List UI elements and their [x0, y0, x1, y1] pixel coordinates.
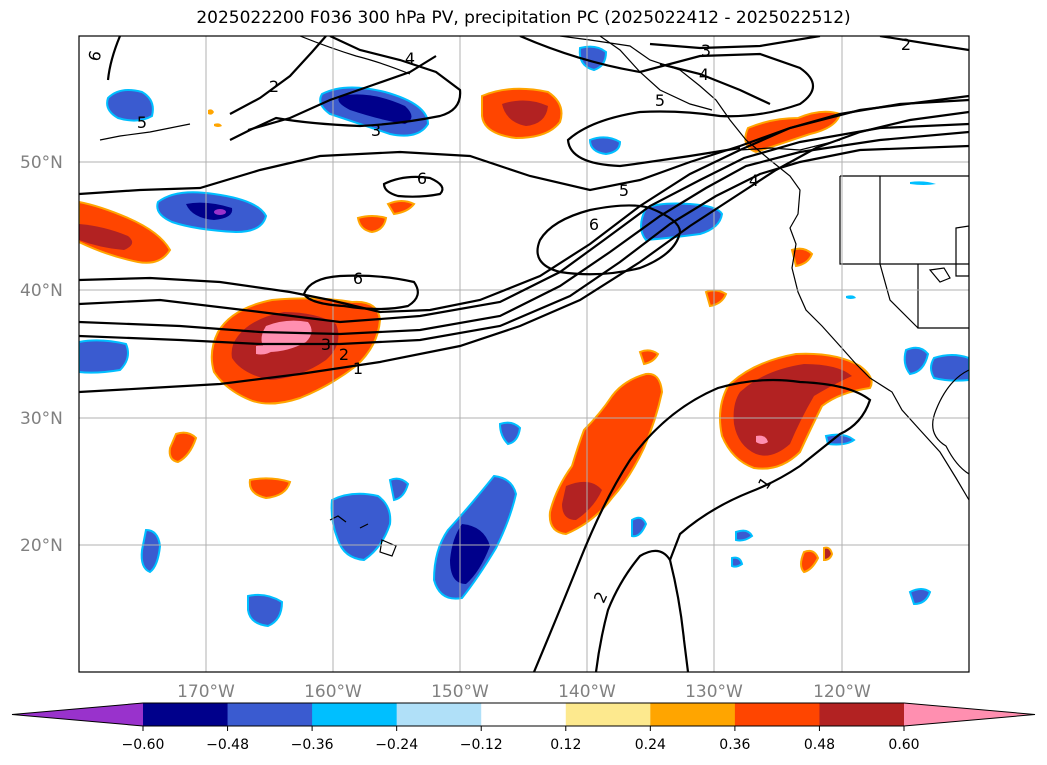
pv-label-4b: 4 [749, 171, 759, 190]
colorbar-segment [227, 703, 313, 726]
colorbar-tick-label: 0.60 [888, 737, 919, 753]
pv-label-3a: 3 [371, 121, 381, 140]
lon-label-120w: 120°W [813, 682, 871, 702]
colorbar-tick-label: −0.12 [460, 737, 503, 753]
pv-contours [79, 36, 969, 672]
colorbar: −0.60 −0.48 −0.36 −0.24 −0.12 0.12 0.24 0.36 0.4… [11, 702, 1036, 753]
colorbar-segment [143, 703, 229, 726]
colorbar-extend-max [904, 703, 1035, 726]
colorbar-tick-label: −0.48 [206, 737, 249, 753]
map-title: 2025022200 F036 300 hPa PV, precipitatio… [196, 8, 851, 28]
colorbar-tick-label: −0.24 [375, 737, 418, 753]
colorbar-tick-label: 0.48 [804, 737, 835, 753]
colorbar-tick-label: −0.60 [122, 737, 165, 753]
lon-label-160w: 160°W [304, 682, 362, 702]
colorbar-segment [734, 703, 820, 726]
pv-label-3b: 3 [701, 41, 711, 60]
colorbar-segment [396, 703, 482, 726]
positive-precip-blobs [79, 87, 873, 574]
pv-label-2a: 2 [269, 77, 279, 96]
lat-label-50n: 50°N [20, 153, 63, 173]
lat-label-30n: 30°N [20, 409, 63, 429]
colorbar-tick-label: 0.36 [719, 737, 750, 753]
pv-label-4a: 4 [405, 49, 415, 68]
lat-label-20n: 20°N [20, 536, 63, 556]
colorbar-segment [650, 703, 736, 726]
colorbar-tick-label: 0.12 [550, 737, 581, 753]
pv-label-5a: 5 [137, 113, 147, 132]
lon-label-150w: 150°W [431, 682, 489, 702]
pv-label-6b: 6 [417, 169, 427, 188]
latitude-labels: 50°N 40°N 30°N 20°N [20, 153, 63, 556]
map-plot-area: 6 3 2 4 5 5 3 6 5 6 6 3 2 1 4 1 2 2 4 [79, 35, 969, 672]
pv-label-6a: 6 [84, 49, 105, 64]
pv-label-5c: 5 [619, 181, 629, 200]
pv-label-2b: 2 [339, 345, 349, 364]
pv-label-6d: 6 [353, 269, 363, 288]
lon-label-170w: 170°W [177, 682, 235, 702]
colorbar-segment [312, 703, 398, 726]
pv-label-2d: 2 [901, 35, 911, 54]
pv-label-1a: 1 [353, 359, 363, 378]
colorbar-tick-label: 0.24 [635, 737, 666, 753]
lat-label-40n: 40°N [20, 281, 63, 301]
coastlines [99, 36, 969, 557]
lon-label-140w: 140°W [558, 682, 616, 702]
colorbar-tick-label: −0.36 [291, 737, 334, 753]
pv-label-3c: 3 [321, 335, 331, 354]
longitude-labels: 170°W 160°W 150°W 140°W 130°W 120°W [177, 682, 871, 702]
colorbar-extend-min [12, 703, 143, 726]
pv-label-4c: 4 [699, 65, 709, 84]
map-frame [78, 35, 970, 673]
pv-label-6c: 6 [589, 215, 599, 234]
pv-label-5b: 5 [655, 91, 665, 110]
colorbar-segment [481, 703, 567, 726]
lon-label-130w: 130°W [685, 682, 743, 702]
colorbar-segment [565, 703, 651, 726]
colorbar-segment [819, 703, 905, 726]
